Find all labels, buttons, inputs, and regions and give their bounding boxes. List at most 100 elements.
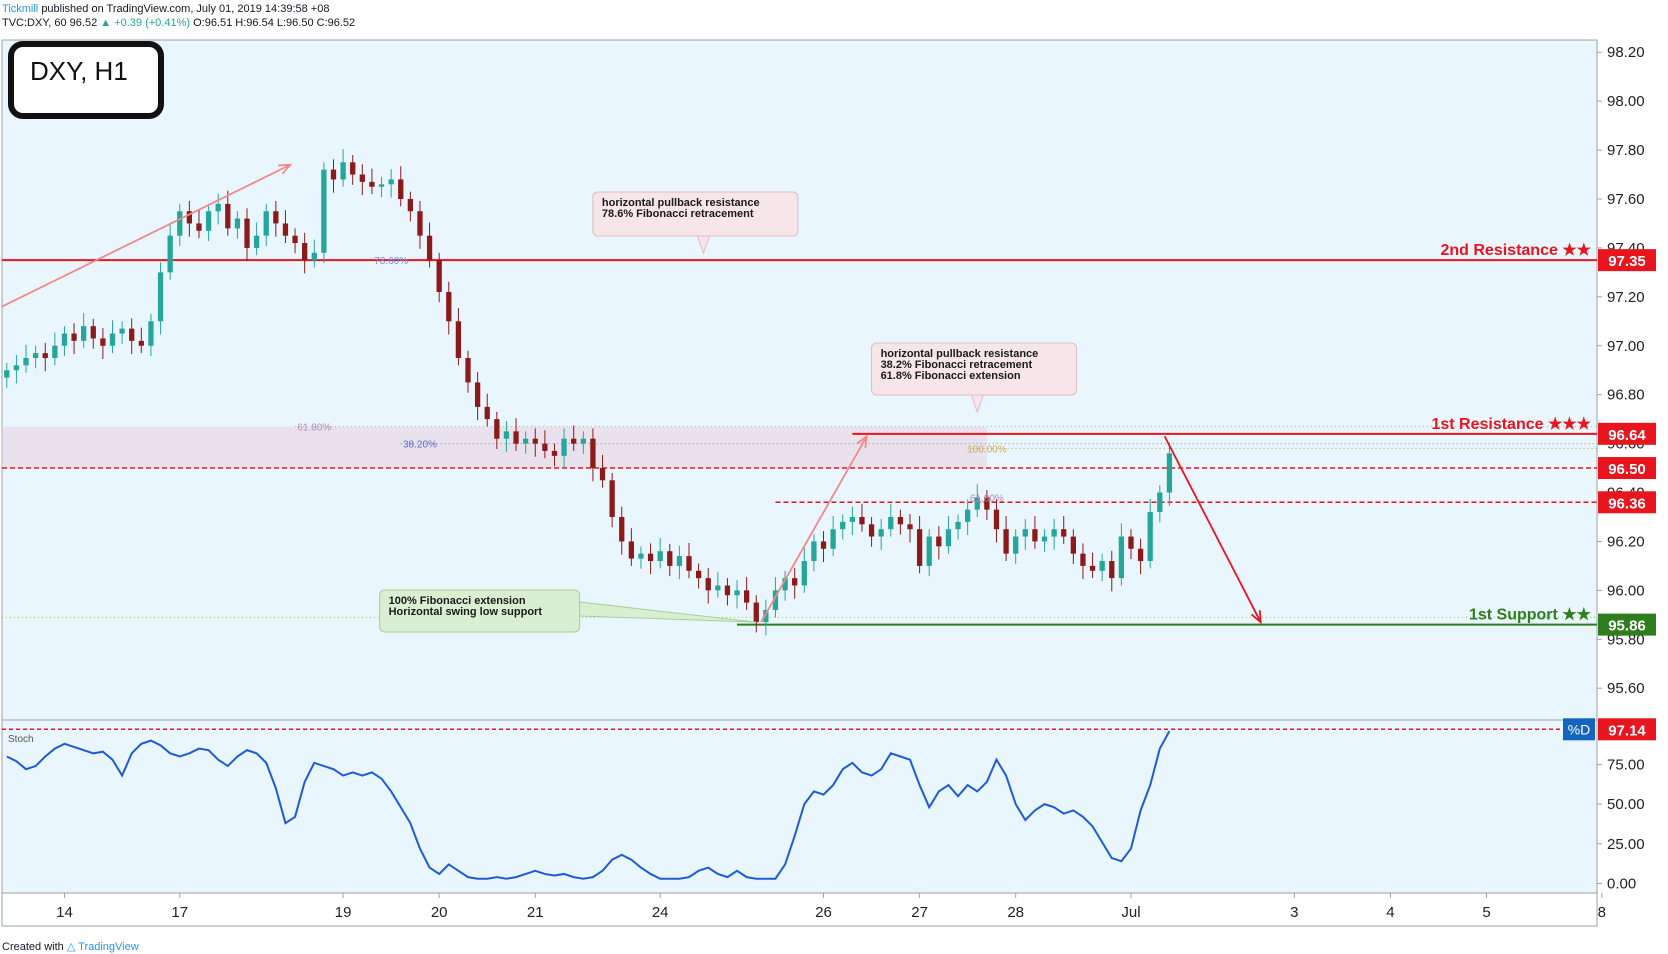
candle-body xyxy=(916,529,923,566)
candle-body xyxy=(955,521,961,530)
annotation-box xyxy=(871,342,1078,396)
candle-body xyxy=(446,291,452,322)
header-line-2: TVC:DXY, 60 96.52 ▲ +0.39 (+0.41%) O:96.… xyxy=(2,17,355,29)
candle-body xyxy=(571,438,577,444)
annotation-text: 78.6% Fibonacci retracement xyxy=(602,208,754,220)
candle-body xyxy=(897,516,904,525)
annotation-box xyxy=(379,589,581,633)
candle-body xyxy=(474,382,481,407)
price-pane xyxy=(2,40,1597,720)
candle-body xyxy=(1070,536,1076,554)
stoch-line xyxy=(6,730,1171,880)
candle-body xyxy=(1157,492,1163,513)
candle-body xyxy=(263,211,269,236)
candle-body xyxy=(157,272,164,322)
candle-body xyxy=(1061,529,1067,537)
candle-body xyxy=(888,516,894,530)
candle-body xyxy=(772,590,779,610)
fib-label: 61.80% xyxy=(970,493,1004,504)
candle-body xyxy=(32,353,39,358)
candle-body xyxy=(1080,553,1086,566)
candle-body xyxy=(830,529,836,549)
time-tick-label: 4 xyxy=(1386,904,1394,921)
time-tick-label: 17 xyxy=(171,904,188,921)
stoch-legend-badge xyxy=(1563,718,1595,741)
price-tag-label: 96.64 xyxy=(1608,427,1646,444)
candle-body xyxy=(359,174,365,182)
candle-body xyxy=(542,443,548,451)
candle-body xyxy=(705,578,711,591)
stoch-pane xyxy=(2,720,1597,893)
candle-body xyxy=(273,211,279,224)
stoch-tick-label: 0.00 xyxy=(1607,875,1636,892)
candle-body xyxy=(974,497,980,510)
candle-body xyxy=(407,198,414,212)
candle-body xyxy=(551,450,558,456)
candle-body xyxy=(724,585,731,596)
candle-body xyxy=(388,179,394,185)
candle-body xyxy=(1109,561,1115,579)
price-tag-label: 95.86 xyxy=(1608,618,1646,635)
candle-body xyxy=(330,169,337,180)
fib-label: 61.80% xyxy=(297,422,331,433)
candle-body xyxy=(148,321,154,346)
price-tick-label: 97.80 xyxy=(1607,142,1645,159)
candle-body xyxy=(205,211,212,231)
stoch-tick-label: 75.00 xyxy=(1607,756,1645,773)
candle-body xyxy=(849,516,855,522)
candle-body xyxy=(4,370,10,378)
candle-body xyxy=(1099,561,1105,571)
footer-brand[interactable]: TradingView xyxy=(78,941,139,953)
candle-body xyxy=(436,260,442,292)
rally-arrow xyxy=(760,435,868,623)
candle-body xyxy=(599,468,606,481)
price-change: ▲ +0.39 (+0.41%) xyxy=(100,17,191,29)
candle-body xyxy=(426,235,433,261)
stoch-tick-label: 25.00 xyxy=(1607,836,1645,853)
stoch-legend: %D xyxy=(1568,721,1591,737)
price-tick-label: 97.20 xyxy=(1607,289,1645,306)
price-tag-label: 97.35 xyxy=(1608,253,1646,270)
price-tick-label: 97.60 xyxy=(1607,191,1645,208)
candle-body xyxy=(234,218,241,229)
candle-body xyxy=(253,235,260,248)
first-resistance-label: 1st Resistance ★★★ xyxy=(1431,416,1591,433)
candle-body xyxy=(1166,453,1173,493)
candle-body xyxy=(292,235,298,244)
candle-body xyxy=(840,521,846,530)
candle-body xyxy=(965,509,971,522)
candle-body xyxy=(1022,529,1028,537)
candle-body xyxy=(1137,548,1144,562)
candle-body xyxy=(503,431,510,439)
candle-body xyxy=(1051,529,1057,537)
publisher-name[interactable]: Tickmill xyxy=(2,3,39,15)
time-tick-label: 20 xyxy=(431,904,448,921)
first-support-label: 1st Support ★★ xyxy=(1469,607,1592,624)
candle-body xyxy=(638,553,644,559)
candle-body xyxy=(628,541,634,559)
candle-body xyxy=(753,602,759,623)
fib-label: 38.20% xyxy=(403,440,437,451)
time-tick-label: 27 xyxy=(911,904,928,921)
time-tick-label: 3 xyxy=(1290,904,1298,921)
candle-body xyxy=(109,333,116,346)
candle-body xyxy=(13,365,20,371)
candle-body xyxy=(23,357,29,366)
candle-body xyxy=(820,541,827,549)
candle-body xyxy=(1128,536,1134,549)
candle-body xyxy=(590,438,596,469)
candle-body xyxy=(494,419,500,439)
stoch-value-label: 97.14 xyxy=(1608,722,1646,739)
time-tick-label: 19 xyxy=(335,904,352,921)
candle-body xyxy=(215,203,221,212)
candle-body xyxy=(311,252,317,261)
price-tag xyxy=(1598,457,1656,480)
price-tick-label: 96.00 xyxy=(1607,582,1645,599)
time-tick-label: 28 xyxy=(1007,904,1024,921)
time-tick-label: 5 xyxy=(1482,904,1490,921)
candle-body xyxy=(1089,565,1096,571)
candle-body xyxy=(532,438,538,444)
projection-arrow-head xyxy=(1250,610,1262,625)
candle-body xyxy=(1032,529,1038,542)
